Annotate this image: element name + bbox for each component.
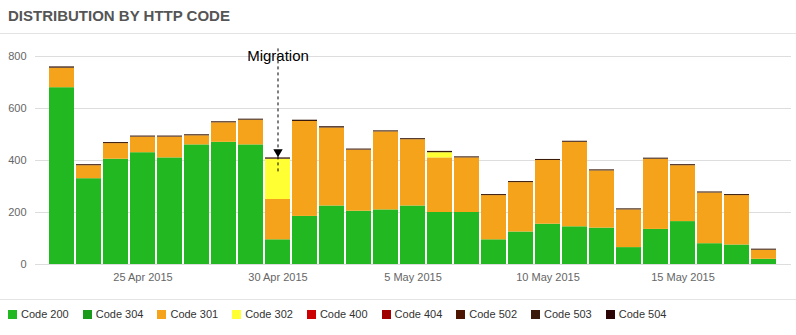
svg-text:5 May 2015: 5 May 2015 bbox=[384, 271, 441, 283]
svg-text:600: 600 bbox=[8, 102, 26, 114]
svg-text:200: 200 bbox=[8, 206, 26, 218]
html-text:Code 503: Code 503 bbox=[544, 308, 592, 320]
html-text:Code 200: Code 200 bbox=[21, 308, 69, 320]
svg-text:15 May 2015: 15 May 2015 bbox=[651, 271, 715, 283]
html-text:Code 404: Code 404 bbox=[394, 308, 443, 320]
html-text:DISTRIBUTION BY HTTP CODE: DISTRIBUTION BY HTTP CODE bbox=[8, 7, 230, 24]
html-text:Code 400: Code 400 bbox=[319, 308, 368, 320]
html-text:Code 304: Code 304 bbox=[95, 308, 144, 320]
svg-text:10 May 2015: 10 May 2015 bbox=[516, 271, 580, 283]
svg-text:400: 400 bbox=[8, 154, 26, 166]
html-text:Code 301: Code 301 bbox=[170, 308, 219, 320]
svg-text:30 Apr 2015: 30 Apr 2015 bbox=[248, 271, 307, 283]
html-text:Code 502: Code 502 bbox=[469, 308, 517, 320]
svg-text:Migration: Migration bbox=[247, 47, 309, 64]
svg-text:0: 0 bbox=[20, 258, 26, 270]
html-text:Code 504: Code 504 bbox=[618, 308, 667, 320]
svg-text:800: 800 bbox=[8, 50, 26, 62]
svg-text:25 Apr 2015: 25 Apr 2015 bbox=[113, 271, 172, 283]
html-text:Code 302: Code 302 bbox=[245, 308, 293, 320]
